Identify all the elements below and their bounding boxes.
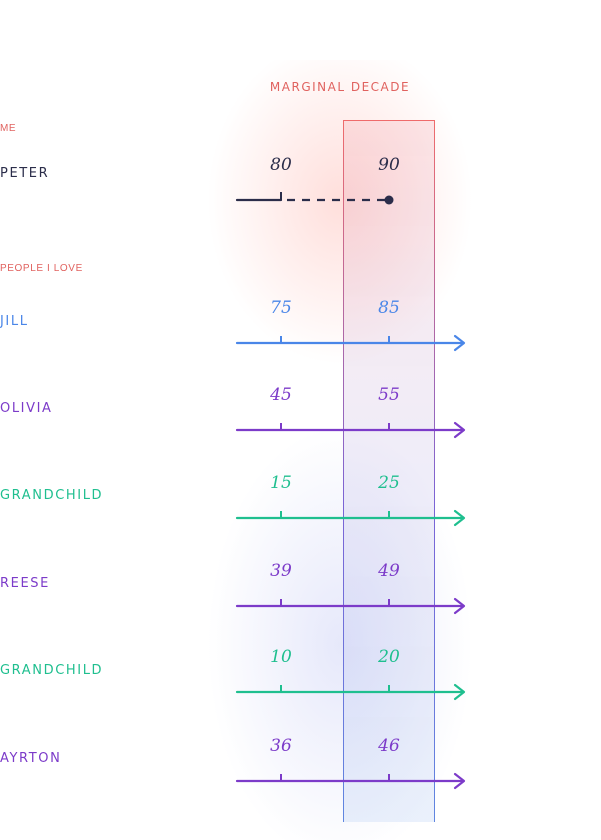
- person-name: JILL: [0, 314, 29, 329]
- person-name: REESE: [0, 576, 50, 591]
- person-name: AYRTON: [0, 751, 62, 766]
- age-label: 20: [378, 647, 400, 667]
- age-label: 90: [378, 155, 400, 175]
- age-label: 85: [378, 298, 400, 318]
- timeline-lines: [235, 192, 466, 790]
- age-label: 39: [270, 561, 292, 581]
- age-label: 75: [270, 298, 292, 318]
- people-section-label: PEOPLE I LOVE: [0, 263, 83, 274]
- age-label: 49: [378, 561, 400, 581]
- band-label: MARGINAL DECADE: [269, 80, 411, 94]
- background-glow: [130, 60, 550, 840]
- arrow-head: [453, 334, 466, 352]
- arrow-head: [453, 683, 466, 701]
- arrow-head: [453, 597, 466, 615]
- person-name: GRANDCHILD: [0, 488, 104, 503]
- me-section-label: ME: [0, 123, 17, 134]
- person-name: GRANDCHILD: [0, 663, 104, 678]
- age-label: 36: [270, 736, 292, 756]
- arrow-head: [453, 421, 466, 439]
- arrow-head: [453, 772, 466, 790]
- person-name: OLIVIA: [0, 401, 53, 416]
- person-name: PETER: [0, 166, 50, 181]
- arrow-head: [453, 509, 466, 527]
- age-label: 80: [270, 155, 292, 175]
- age-label: 15: [270, 473, 292, 493]
- age-label: 45: [270, 385, 292, 405]
- age-label: 46: [378, 736, 400, 756]
- end-dot: [384, 195, 394, 205]
- age-label: 10: [270, 647, 292, 667]
- age-label: 25: [378, 473, 400, 493]
- age-label: 55: [378, 385, 400, 405]
- marginal-decade-band: [343, 120, 435, 822]
